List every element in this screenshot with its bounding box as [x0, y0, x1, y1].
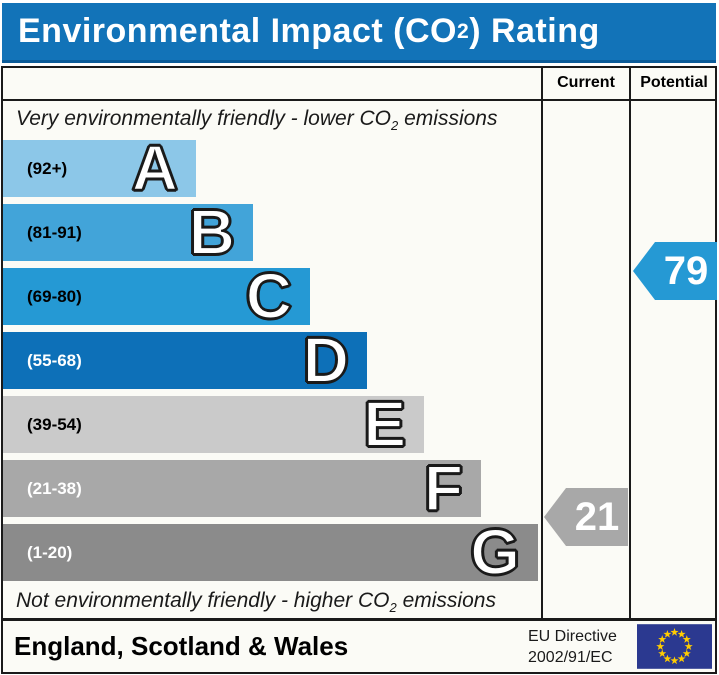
potential-column-divider — [629, 66, 631, 620]
band-range-e: (39-54) — [27, 414, 82, 434]
band-row-a: (92+) A — [3, 132, 196, 204]
current-rating-arrow: 21 — [544, 488, 628, 546]
band-letter-f: F — [423, 452, 464, 524]
page-title: Environmental Impact (CO 2) Rating — [2, 3, 716, 63]
band-range-d: (55-68) — [27, 350, 82, 370]
band-letter-d: D — [302, 324, 350, 396]
left-arrow-icon — [544, 488, 628, 546]
title-text: Environmental Impact (CO — [18, 12, 457, 50]
band-row-e: (39-54) E — [3, 388, 424, 460]
band-row-d: (55-68) D — [3, 324, 367, 396]
band-range-c: (69-80) — [27, 286, 82, 306]
rating-bands: (92+) A (81-91) B (69-80) C (55-68) D (3… — [3, 132, 541, 588]
band-letter-b: B — [188, 196, 236, 268]
band-row-c: (69-80) C — [3, 260, 310, 332]
caption-very-friendly: Very environmentally friendly - lower CO… — [16, 107, 498, 134]
eu-directive-label: EU Directive 2002/91/EC — [528, 628, 617, 666]
title-text-end: ) Rating — [469, 12, 600, 50]
band-range-g: (1-20) — [27, 542, 73, 562]
current-rating-value: 21 — [574, 494, 620, 539]
footer-region-label: England, Scotland & Wales — [14, 631, 349, 661]
caption-not-friendly: Not environmentally friendly - higher CO… — [16, 589, 496, 616]
band-row-b: (81-91) B — [3, 196, 253, 268]
column-header-current: Current — [557, 73, 615, 91]
band-range-f: (21-38) — [27, 478, 82, 498]
band-range-a: (92+) — [27, 158, 68, 178]
potential-rating-arrow: 79 — [633, 242, 717, 300]
left-arrow-icon — [633, 242, 717, 300]
footer-bar — [1, 619, 717, 674]
band-letter-c: C — [245, 260, 293, 332]
band-letter-e: E — [362, 388, 407, 460]
eu-flag-icon — [637, 624, 712, 669]
potential-rating-value: 79 — [663, 248, 709, 293]
band-letter-g: G — [469, 516, 521, 588]
band-letter-a: A — [131, 132, 179, 204]
band-row-f: (21-38) F — [3, 452, 481, 524]
band-range-b: (81-91) — [27, 222, 82, 242]
band-row-g: (1-20) G — [3, 516, 538, 588]
header-row-divider — [1, 99, 717, 101]
column-header-potential: Potential — [640, 73, 708, 91]
current-column-divider — [541, 66, 543, 620]
